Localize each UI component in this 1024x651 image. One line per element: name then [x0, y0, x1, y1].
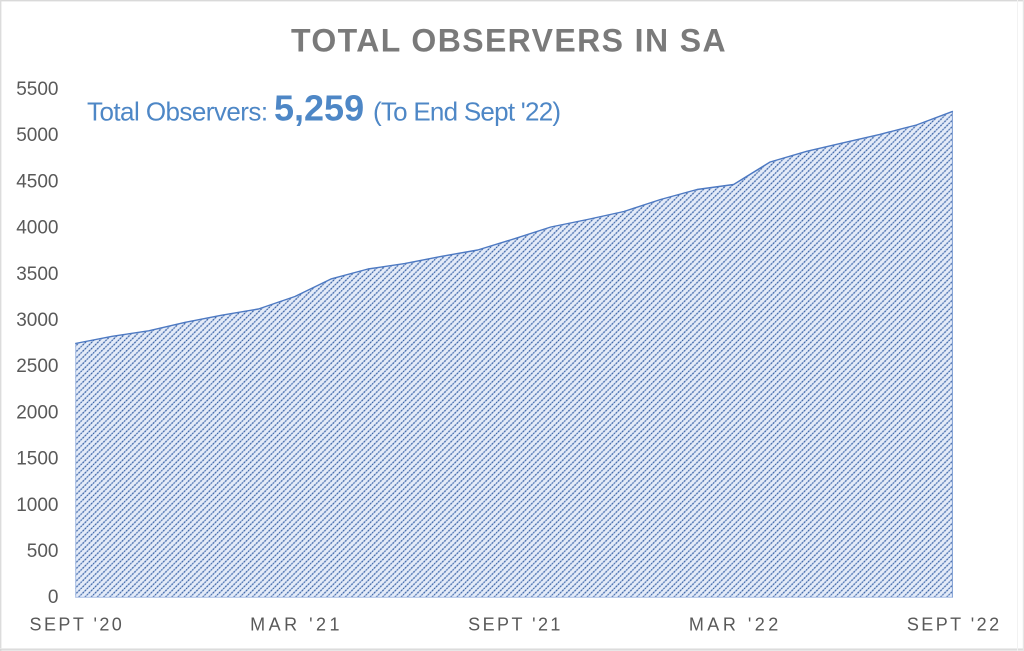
svg-text:SEPT '20: SEPT '20: [30, 615, 125, 635]
svg-text:SEPT '22: SEPT '22: [907, 615, 1002, 635]
svg-text:TOTAL OBSERVERS IN SA: TOTAL OBSERVERS IN SA: [291, 23, 727, 59]
svg-text:MAR '21: MAR '21: [250, 615, 343, 635]
svg-text:500: 500: [27, 541, 59, 562]
svg-text:1500: 1500: [16, 449, 58, 470]
svg-text:2500: 2500: [16, 356, 58, 377]
svg-text:2000: 2000: [16, 402, 58, 423]
svg-text:5000: 5000: [16, 125, 58, 146]
svg-text:SEPT '21: SEPT '21: [468, 615, 563, 635]
svg-text:0: 0: [48, 587, 59, 608]
svg-text:1000: 1000: [16, 495, 58, 516]
svg-text:3000: 3000: [16, 310, 58, 331]
svg-text:4000: 4000: [16, 218, 58, 239]
svg-text:4500: 4500: [16, 171, 58, 192]
svg-text:3500: 3500: [16, 264, 58, 285]
svg-text:5500: 5500: [16, 79, 58, 100]
svg-text:MAR '22: MAR '22: [689, 615, 782, 635]
